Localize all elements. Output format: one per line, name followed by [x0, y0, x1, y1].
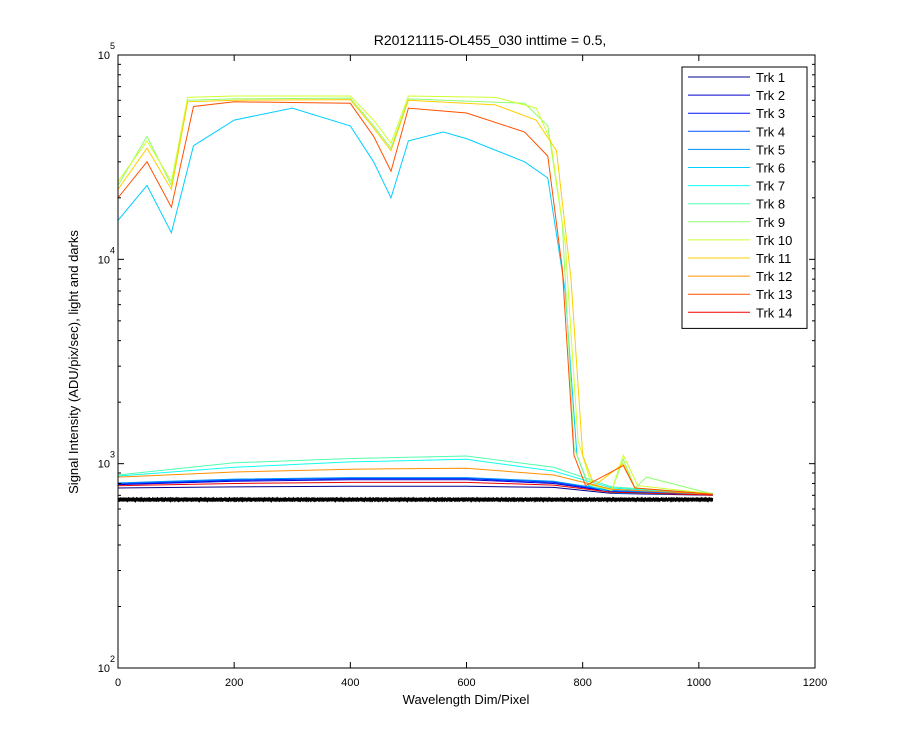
- legend-label-10: Trk 10: [756, 233, 792, 248]
- legend-label-14: Trk 14: [756, 305, 792, 320]
- series-line-dark-14: [117, 496, 714, 501]
- series-line-light-9: [117, 97, 713, 495]
- legend-label-8: Trk 8: [756, 197, 785, 212]
- legend-label-9: Trk 9: [756, 215, 785, 230]
- x-tick-label: 0: [115, 677, 121, 689]
- x-tick-label: 200: [225, 677, 243, 689]
- y-axis-label: Signal Intensity (ADU/pix/sec), light an…: [66, 230, 81, 494]
- y-tick-exponent: 4: [110, 245, 115, 255]
- legend-label-12: Trk 12: [756, 269, 792, 284]
- y-tick-label: 10: [98, 50, 110, 62]
- series-line-light-11: [117, 99, 713, 495]
- series-line-light-12: [117, 467, 713, 495]
- x-tick-label: 400: [341, 677, 359, 689]
- x-tick-label: 600: [457, 677, 475, 689]
- y-tick-exponent: 3: [110, 450, 115, 460]
- y-tick-label: 10: [98, 254, 110, 266]
- chart-title: R20121115-OL455_030 inttime = 0.5,: [374, 32, 607, 48]
- y-tick-exponent: 5: [110, 41, 115, 51]
- series-line-light-10: [117, 95, 713, 495]
- series-layer: [117, 95, 714, 503]
- y-tick-label: 10: [98, 663, 110, 675]
- x-axis-label: Wavelength Dim/Pixel: [403, 692, 530, 707]
- legend-label-2: Trk 2: [756, 88, 785, 103]
- x-tick-label: 800: [573, 677, 591, 689]
- legend-label-11: Trk 11: [756, 251, 791, 266]
- series-line-light-2: [117, 479, 713, 496]
- legend-label-4: Trk 4: [756, 124, 785, 139]
- series-line-light-7: [117, 458, 713, 495]
- legend-label-3: Trk 3: [756, 106, 785, 121]
- legend: Trk 1 Trk 2 Trk 3 Trk 4 Trk 5 Trk 6 Trk 7 Trk 8…: [681, 66, 808, 329]
- series-line-light-13: [117, 101, 713, 495]
- x-tick-label: 1000: [687, 677, 711, 689]
- x-tick-label: 1200: [803, 677, 827, 689]
- legend-label-5: Trk 5: [756, 142, 785, 157]
- legend-label-6: Trk 6: [756, 161, 785, 176]
- legend-box: [681, 66, 808, 329]
- legend-label-13: Trk 13: [756, 287, 792, 302]
- series-line-light-8: [117, 455, 713, 494]
- legend-label-1: Trk 1: [756, 70, 785, 85]
- y-tick-label: 10: [98, 459, 110, 471]
- series-line-light-14: [117, 481, 713, 496]
- series-line-light-1: [117, 485, 713, 496]
- legend-label-7: Trk 7: [756, 179, 785, 194]
- y-tick-exponent: 2: [110, 654, 115, 664]
